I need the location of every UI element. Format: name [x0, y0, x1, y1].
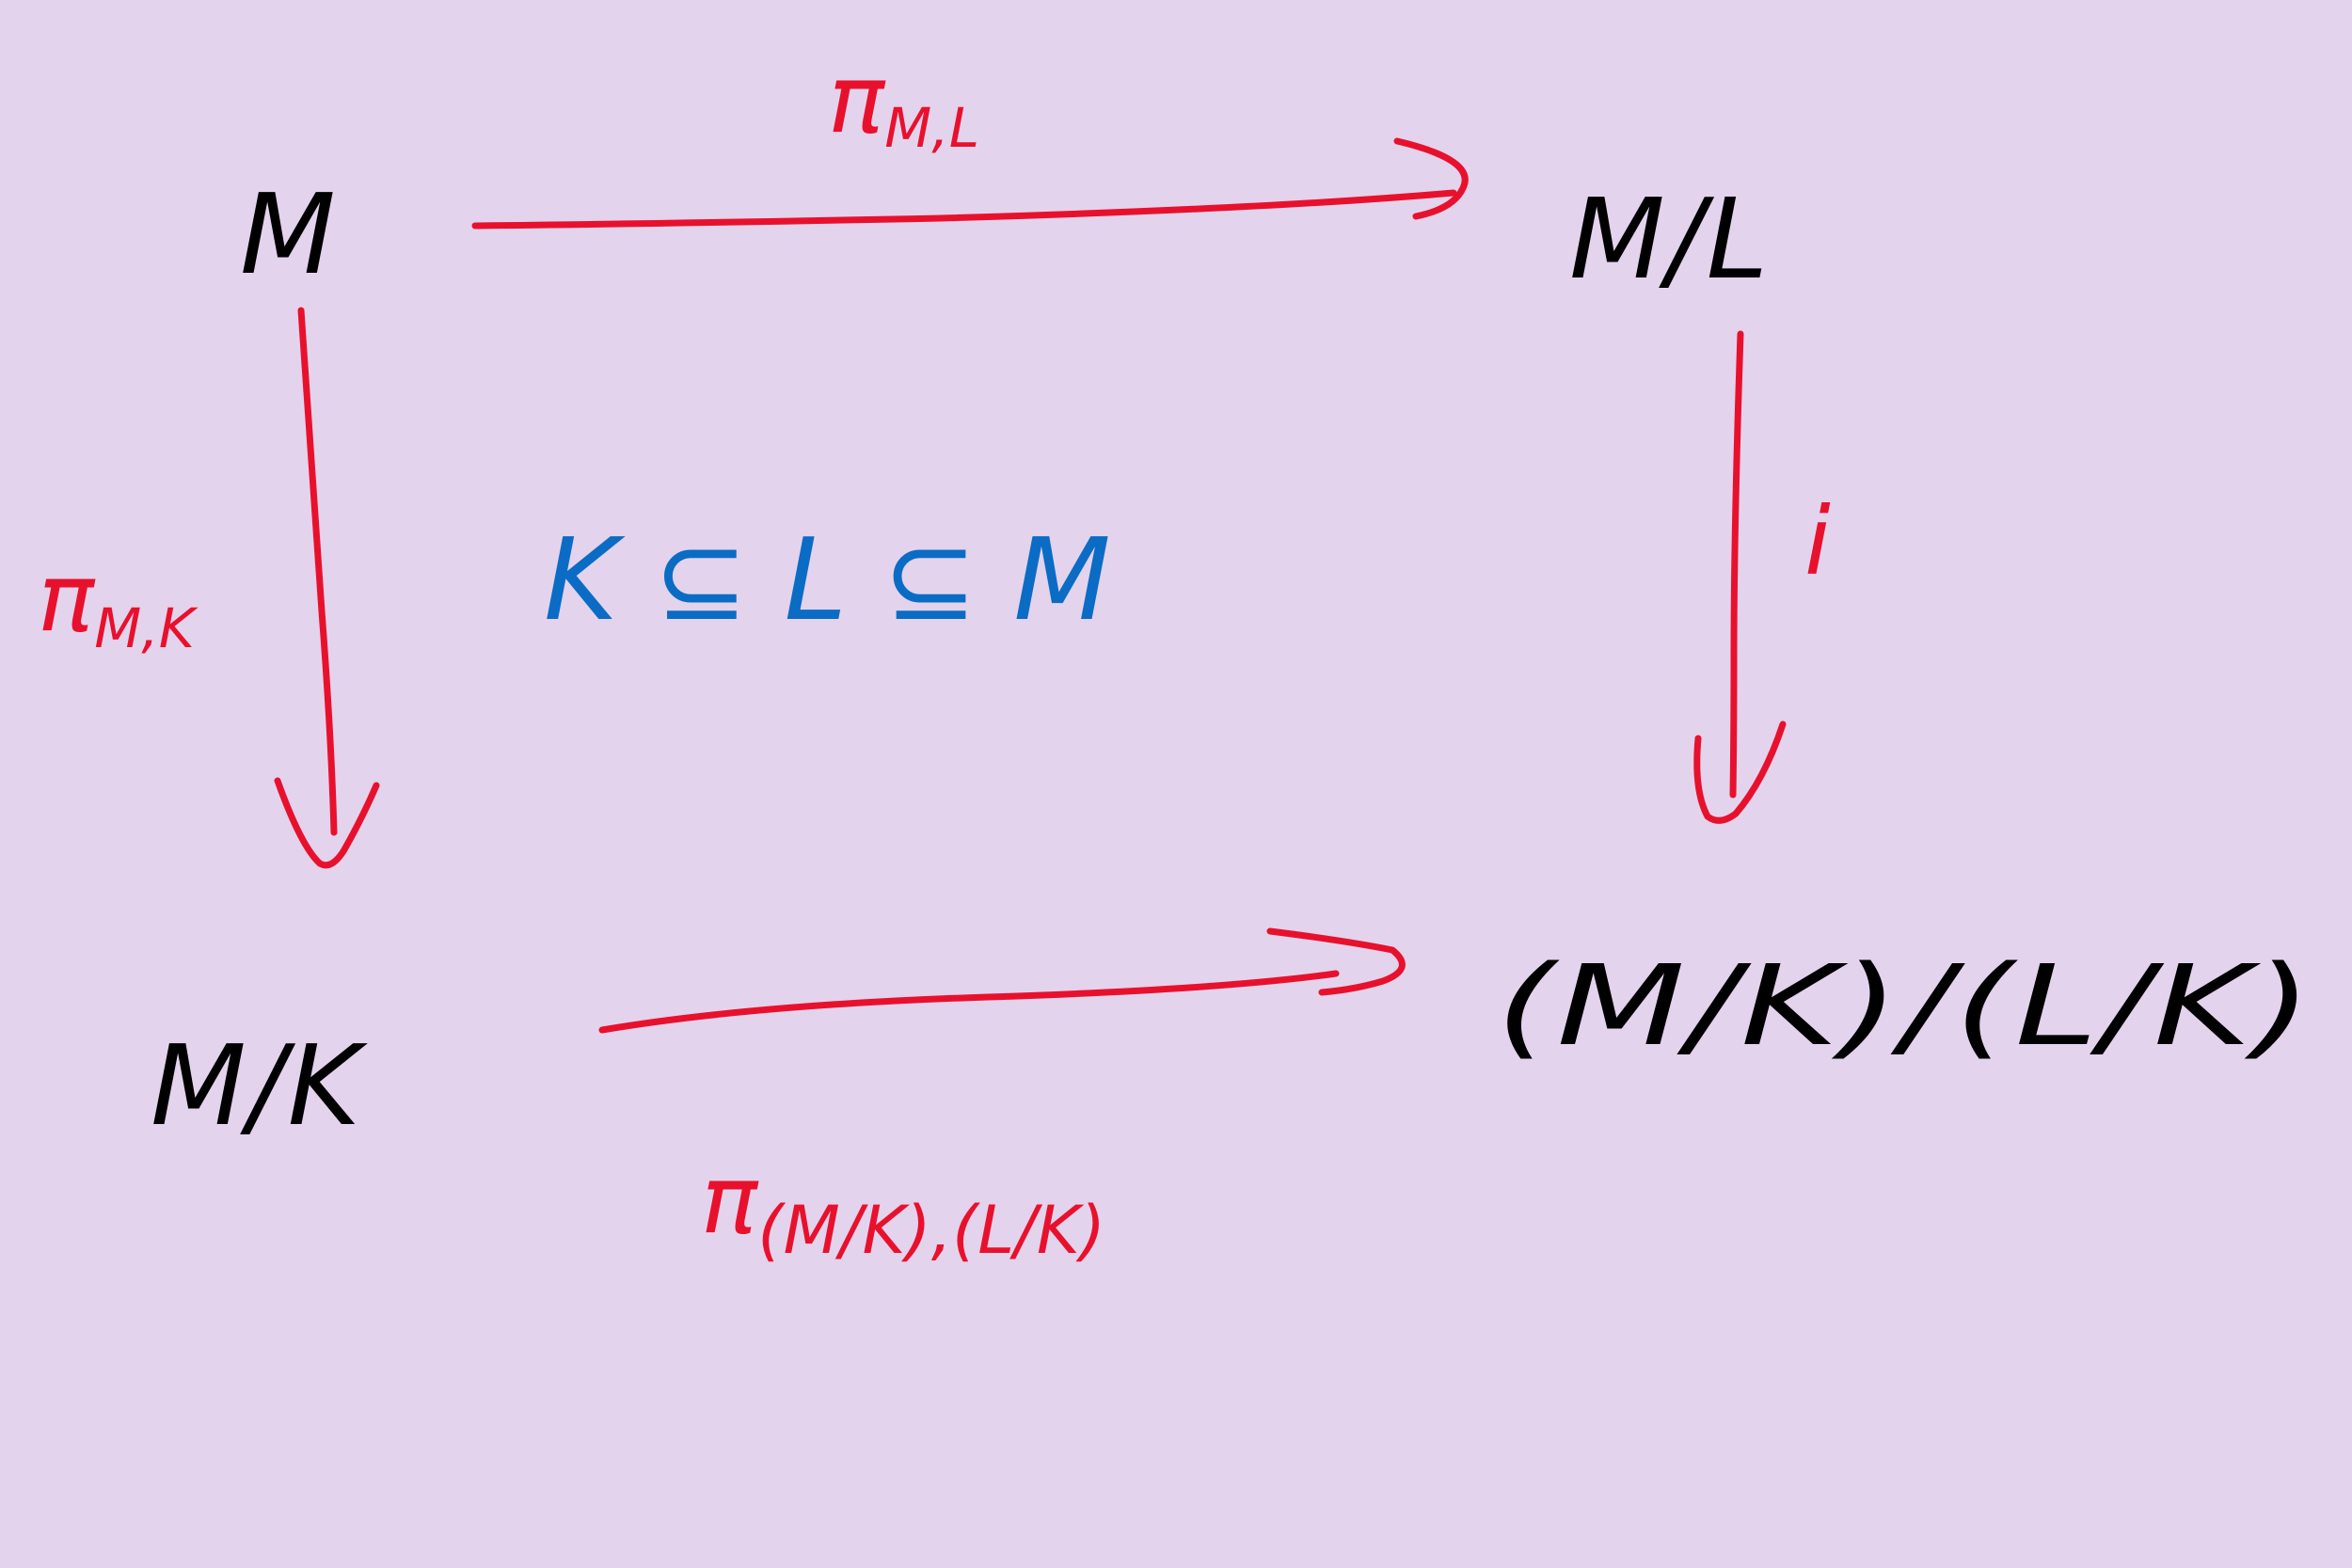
arrow-bottom-pi: π	[701, 1145, 759, 1255]
arrow-left-subscript: M,K	[94, 596, 198, 660]
arrow-right-label: i	[1804, 486, 1831, 596]
node-m: M	[240, 169, 338, 299]
arrow-left-pi: π	[38, 543, 96, 653]
arrow-bottom-subscript: (M/K),(L/K)	[757, 1192, 1105, 1269]
arrow-right	[1693, 330, 1787, 824]
inclusion-condition: K ⊆ L ⊆ M	[544, 515, 1111, 646]
arrow-bottom-label: π(M/K),(L/K)	[701, 1145, 1105, 1269]
arrow-top-subscript: M,L	[884, 96, 979, 160]
arrow-left	[274, 307, 380, 869]
arrow-left-label: πM,K	[38, 543, 199, 660]
node-m-mod-k: M/K	[151, 1021, 369, 1150]
node-m-mod-l: M/L	[1569, 174, 1770, 304]
arrow-top-pi: π	[828, 44, 886, 154]
arrow-top	[471, 137, 1469, 230]
arrow-top-label: πM,L	[828, 44, 979, 160]
arrow-bottom	[598, 927, 1406, 1034]
node-quotient-of-quotients: (M/K)/(L/K)	[1496, 941, 2314, 1070]
